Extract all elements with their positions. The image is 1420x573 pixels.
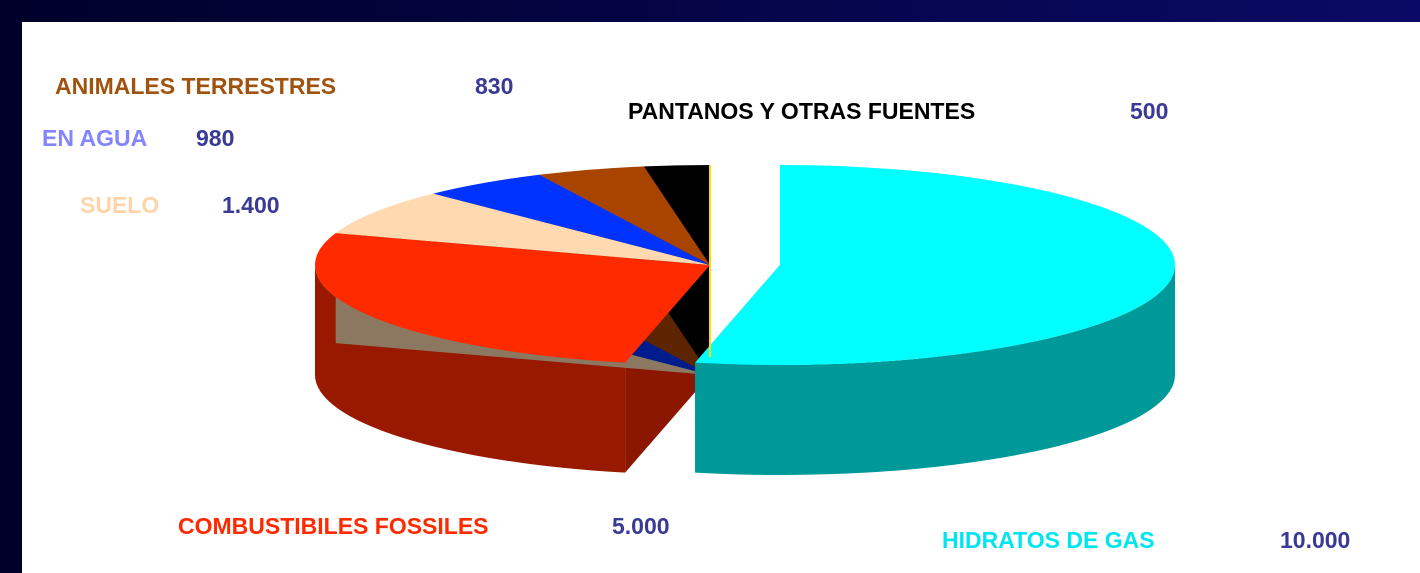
slice-label: SUELO <box>80 192 159 218</box>
slice-label: EN AGUA <box>42 125 147 151</box>
slice <box>643 165 710 265</box>
slice-label: COMBUSTIBILES FOSSILES <box>178 513 489 539</box>
slice <box>315 233 710 363</box>
slice-side <box>315 265 626 473</box>
value-label: 980 <box>196 125 234 151</box>
slice <box>433 174 710 265</box>
slice-label: HIDRATOS DE GAS <box>942 527 1155 553</box>
value-label: 830 <box>475 73 513 99</box>
value-label: 1.400 <box>222 192 280 218</box>
slice <box>695 165 1176 365</box>
slide <box>22 22 1420 573</box>
slice <box>335 193 710 265</box>
value-label: 10.000 <box>1280 527 1350 553</box>
slice-label: PANTANOS Y OTRAS FUENTES <box>628 98 975 124</box>
value-label: 5.000 <box>612 513 670 539</box>
slice-side <box>695 265 1175 475</box>
slice <box>539 166 710 265</box>
value-label: 500 <box>1130 98 1168 124</box>
slice-label: ANIMALES TERRESTRES <box>55 73 336 99</box>
